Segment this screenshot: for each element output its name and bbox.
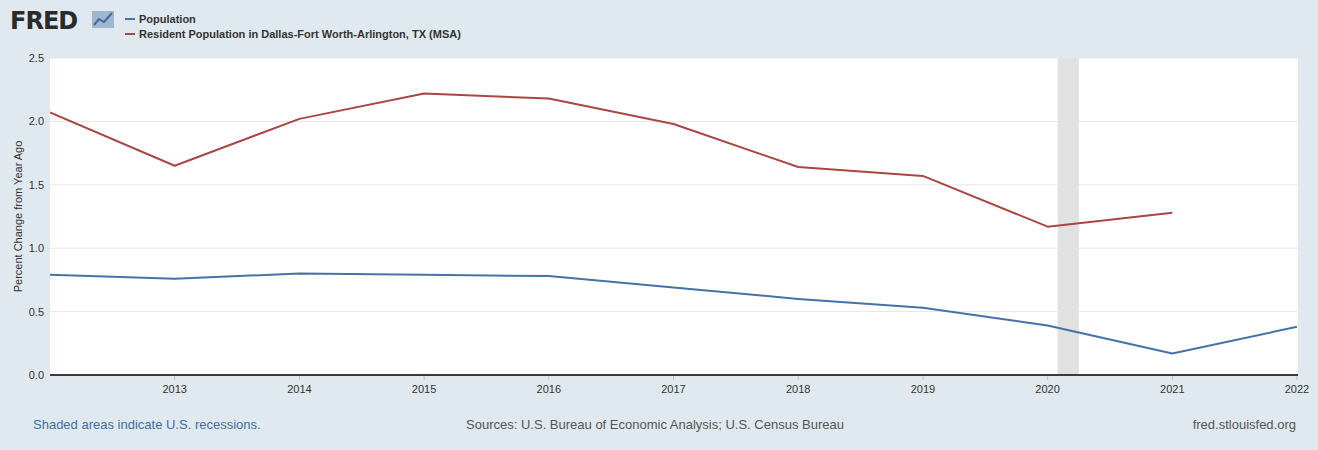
x-tick-label: 2020 [1035,383,1059,395]
legend-label: Resident Population in Dallas-Fort Worth… [139,28,461,40]
x-tick-label: 2014 [287,383,311,395]
grid-line [50,58,1298,59]
y-axis-label: Percent Change from Year Ago [12,141,24,293]
x-tick-label: 2019 [911,383,935,395]
x-tick-label: 2021 [1160,383,1184,395]
recession-band [1058,58,1079,375]
x-tick-label: 2013 [162,383,186,395]
legend-swatch [125,33,135,35]
url: fred.stlouisfed.org [1193,417,1296,432]
logo-icon [92,11,114,28]
y-tick-label: 2.0 [29,115,44,127]
source: Sources: U.S. Bureau of Economic Analysi… [466,417,844,432]
series-line [50,274,1297,354]
x-tick-label: 2016 [537,383,561,395]
logo-icon-line [94,13,112,25]
recession-note: Shaded areas indicate U.S. recessions. [33,417,261,432]
plot-area [50,58,1298,375]
y-tick-label: 2.5 [29,52,44,64]
x-tick-label: 2015 [412,383,436,395]
grid-line [50,121,1298,122]
grid-line [50,184,1298,185]
grid-line [50,248,1298,249]
grid-line [50,375,1298,376]
logo: FRED [10,7,77,35]
chart: FRED Population Resident Population in Dal… [0,0,1318,450]
y-tick-label: 0.0 [29,369,44,381]
series-line [50,94,1172,227]
logo-icon-box [92,11,114,28]
x-tick-label: 2018 [786,383,810,395]
y-tick-label: 1.0 [29,242,44,254]
legend-label: Population [139,13,196,25]
x-tick-label: 2017 [661,383,685,395]
grid-line [50,311,1298,312]
y-tick-label: 0.5 [29,306,44,318]
x-axis-line [50,374,1298,376]
legend-swatch [125,18,135,20]
y-tick-label: 1.5 [29,179,44,191]
legend: Population Resident Population in Dallas-… [125,13,461,40]
x-tick-label: 2022 [1285,383,1309,395]
data-group [50,58,1297,375]
